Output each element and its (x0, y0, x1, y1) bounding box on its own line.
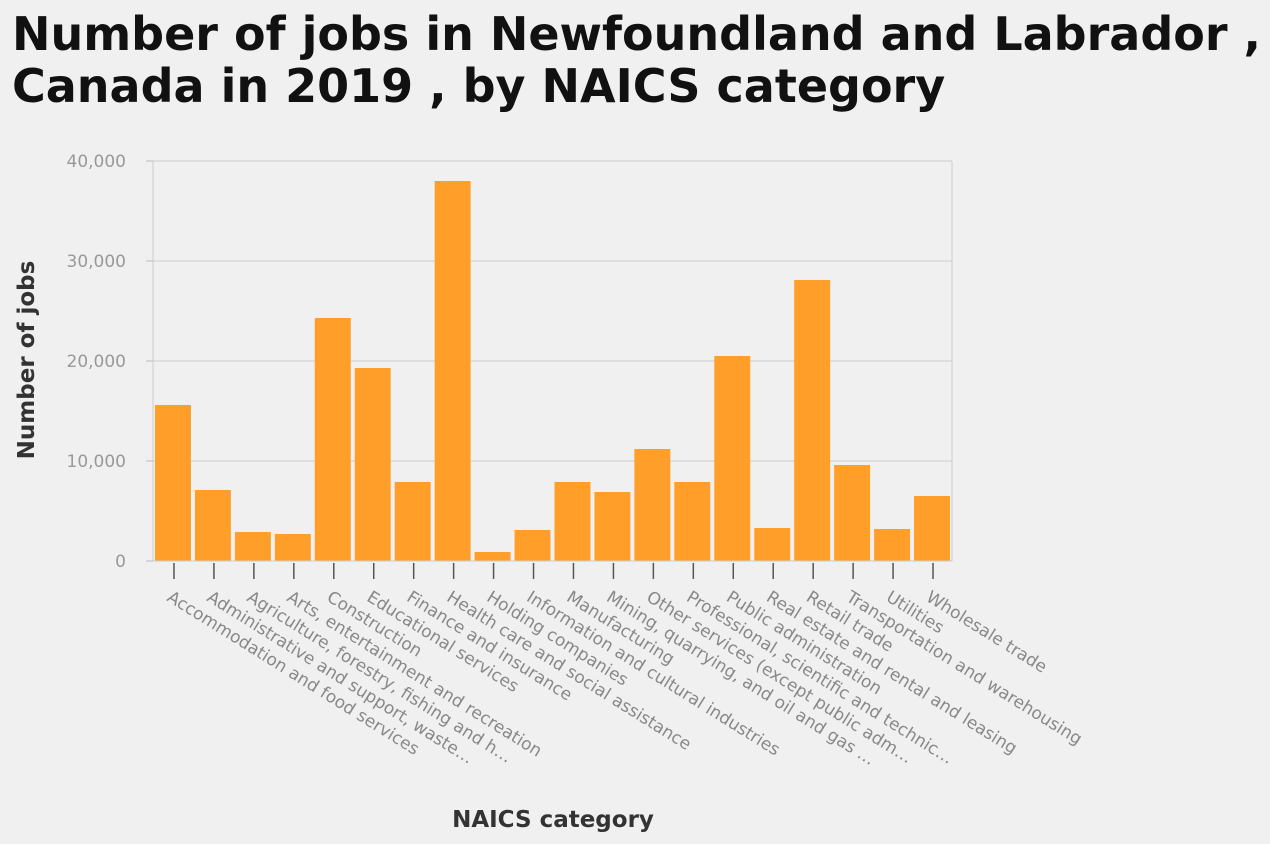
bar (834, 465, 871, 561)
bar (234, 532, 271, 561)
bar (434, 181, 471, 561)
y-tick-label: 10,000 (67, 452, 126, 472)
x-axis-label: NAICS category (452, 807, 654, 833)
bar (794, 280, 831, 561)
bar (874, 529, 911, 561)
bar (154, 405, 191, 561)
y-axis-ticks: 0 10,000 20,000 30,000 40,000 (67, 152, 153, 572)
bar (514, 530, 551, 561)
bar (394, 482, 431, 561)
bar (554, 482, 591, 561)
y-axis-label: Number of jobs (14, 261, 40, 460)
y-tick-label: 0 (115, 552, 126, 572)
bars (154, 181, 951, 561)
bar (754, 528, 791, 561)
bar (914, 496, 951, 561)
bar (634, 449, 671, 561)
x-axis-ticks: Accommodation and food servicesAdministr… (163, 563, 1085, 770)
y-tick-label: 30,000 (67, 252, 126, 272)
gridlines (153, 160, 952, 462)
bar (194, 490, 231, 561)
bar (714, 356, 751, 561)
bar (274, 534, 311, 561)
y-tick-label: 20,000 (67, 352, 126, 372)
bar (354, 368, 391, 561)
bar (594, 492, 631, 561)
y-tick-label: 40,000 (67, 152, 126, 172)
chart-title: Number of jobs in Newfoundland and Labra… (12, 7, 1262, 113)
bar (674, 482, 711, 561)
bar (314, 318, 351, 561)
bar (474, 552, 511, 561)
